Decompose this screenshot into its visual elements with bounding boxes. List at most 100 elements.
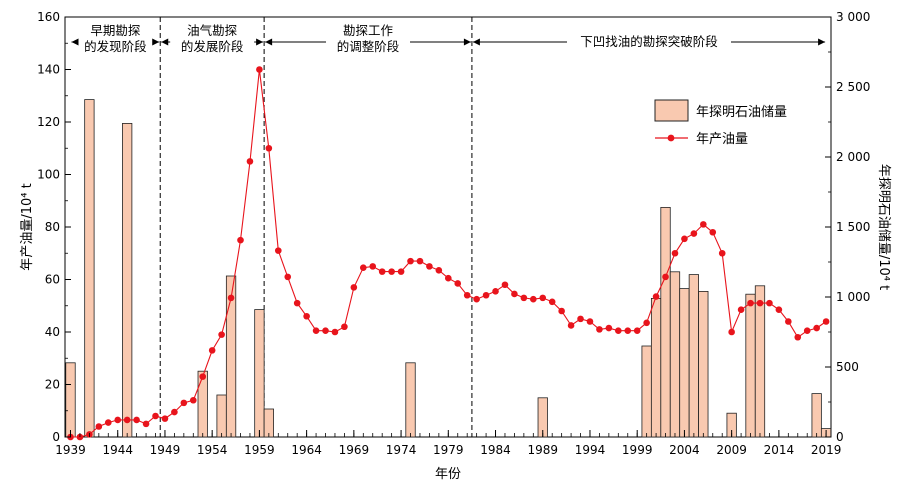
reserve-bar — [405, 362, 416, 438]
production-point — [256, 66, 263, 73]
reserve-bar — [679, 288, 690, 438]
production-point — [274, 247, 282, 254]
x-tick-label: 2019 — [811, 443, 842, 457]
production-point — [407, 257, 414, 265]
y-left-tick-label: 40 — [45, 325, 60, 339]
production-point — [312, 327, 320, 334]
legend: 年探明石油储量 年产油量 — [654, 99, 787, 147]
production-point — [737, 306, 745, 313]
production-point — [615, 327, 622, 334]
production-point — [794, 333, 802, 341]
x-tick-label: 1944 — [102, 443, 133, 457]
production-point — [161, 415, 169, 422]
production-point — [416, 257, 424, 265]
production-point — [350, 284, 358, 291]
production-point — [671, 249, 679, 257]
production-point — [95, 423, 103, 430]
production-point — [586, 318, 594, 325]
production-point — [822, 318, 830, 325]
x-tick-label: 2014 — [764, 443, 795, 457]
production-point — [605, 324, 613, 332]
x-tick-label: 1949 — [150, 443, 181, 457]
production-point — [369, 263, 377, 270]
production-point — [728, 328, 735, 336]
x-tick-label: 1999 — [622, 443, 653, 457]
production-point — [530, 295, 537, 303]
phase-arrowhead — [818, 38, 826, 46]
production-point — [114, 416, 122, 424]
phase-label: 下凹找油的勘探突破阶段 — [580, 34, 718, 49]
phase-arrowhead — [152, 38, 160, 46]
production-point — [341, 323, 348, 331]
production-point — [567, 322, 575, 329]
reserve-bar — [263, 408, 274, 438]
production-point — [756, 299, 764, 307]
production-point — [246, 158, 254, 165]
reserve-bar — [811, 393, 822, 438]
y-right-axis-title: 年探明石油储量/10⁴ t — [876, 164, 891, 290]
y-left-tick-label: 60 — [45, 273, 60, 287]
x-tick-label: 1979 — [433, 443, 464, 457]
reserve-bar — [84, 99, 95, 438]
production-point — [463, 291, 471, 299]
y-right-tick-label: 0 — [836, 430, 844, 444]
y-left-tick-label: 80 — [45, 220, 60, 234]
reserve-bar — [660, 206, 671, 438]
production-point — [208, 347, 216, 354]
production-point — [265, 144, 273, 152]
production-point — [548, 298, 556, 306]
production-point — [709, 228, 717, 236]
x-tick-label: 1954 — [197, 443, 228, 457]
production-point — [104, 419, 112, 426]
y-right-tick-label: 2 000 — [836, 150, 870, 164]
production-point — [123, 416, 131, 424]
y-right-tick-label: 2 500 — [836, 80, 870, 94]
reserve-bar — [641, 345, 652, 438]
production-point — [577, 315, 584, 323]
phase-arrowhead — [472, 38, 480, 46]
y-right-tick-label: 3 000 — [836, 10, 870, 24]
production-line-group — [67, 66, 830, 441]
production-point — [142, 420, 150, 428]
legend-line-marker — [667, 134, 675, 142]
production-point — [662, 273, 669, 281]
production-point — [700, 221, 707, 228]
x-tick-label: 1959 — [244, 443, 275, 457]
production-point — [511, 290, 518, 298]
reserve-bar — [197, 370, 208, 438]
production-point — [690, 230, 698, 237]
production-point — [775, 306, 783, 313]
production-point — [218, 331, 225, 338]
phase-arrowhead — [256, 38, 264, 46]
axes: 1939 1944 1949 1954 1959 1964 1969 1974 1979 1984… — [37, 10, 870, 457]
production-point — [227, 294, 235, 302]
production-point — [643, 319, 650, 327]
x-tick-label: 1969 — [339, 443, 370, 457]
x-tick-label: 1994 — [575, 443, 606, 457]
y-left-tick-label: 120 — [37, 115, 60, 129]
production-point — [445, 274, 452, 282]
production-point — [152, 412, 159, 420]
x-tick-label: 2004 — [669, 443, 700, 457]
x-axis-title: 年份 — [435, 467, 461, 482]
production-point — [284, 273, 292, 281]
reserve-bar — [122, 123, 133, 438]
phase-arrowhead — [71, 38, 79, 46]
production-point — [747, 299, 754, 307]
reserve-bar — [745, 293, 756, 438]
production-point — [388, 268, 395, 275]
production-point — [681, 235, 688, 243]
production-point — [426, 263, 433, 270]
legend-line-label: 年产油量 — [696, 132, 748, 147]
y-left-tick-label: 20 — [45, 378, 60, 392]
phase-label: 的发展阶段 — [181, 39, 244, 54]
production-point — [180, 399, 188, 407]
legend-bar-label: 年探明石油储量 — [696, 105, 787, 120]
production-point — [785, 318, 792, 325]
production-point — [199, 373, 207, 380]
y-left-tick-label: 0 — [52, 430, 60, 444]
production-point — [558, 307, 565, 315]
reserve-bar — [254, 309, 265, 438]
